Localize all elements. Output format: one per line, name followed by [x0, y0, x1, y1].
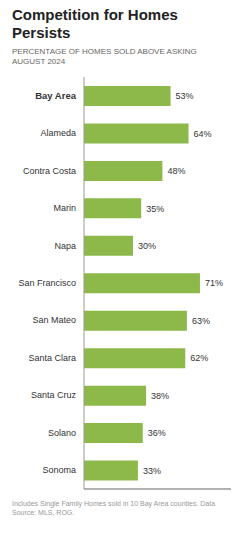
svg-text:36%: 36% [148, 428, 166, 438]
html-text:AUGUST 2024: AUGUST 2024 [12, 57, 66, 66]
svg-text:64%: 64% [194, 129, 212, 139]
svg-text:Contra Costa: Contra Costa [23, 166, 76, 176]
svg-text:Bay Area: Bay Area [35, 90, 77, 101]
svg-text:San Mateo: San Mateo [32, 315, 76, 325]
svg-text:33%: 33% [143, 466, 161, 476]
svg-text:San Francisco: San Francisco [18, 278, 76, 288]
svg-text:Napa: Napa [54, 241, 76, 251]
svg-text:Sonoma: Sonoma [42, 465, 76, 475]
svg-text:35%: 35% [146, 204, 164, 214]
svg-text:63%: 63% [192, 316, 210, 326]
svg-text:30%: 30% [138, 241, 156, 251]
svg-text:Solano: Solano [48, 428, 76, 438]
svg-text:71%: 71% [205, 278, 223, 288]
html-text:Includes Single Family Homes s: Includes Single Family Homes sold in 10 … [12, 500, 216, 516]
svg-text:Santa Clara: Santa Clara [28, 353, 76, 363]
svg-text:Santa Cruz: Santa Cruz [31, 390, 77, 400]
svg-text:53%: 53% [176, 91, 194, 101]
svg-text:Alameda: Alameda [40, 128, 76, 138]
svg-text:48%: 48% [167, 166, 185, 176]
svg-text:Marin: Marin [53, 203, 76, 213]
svg-text:38%: 38% [151, 391, 169, 401]
html-text:Competition for Homes Persists: Competition for Homes Persists [12, 6, 178, 41]
svg-text:62%: 62% [190, 353, 208, 363]
html-text:PERCENTAGE OF HOMES SOLD ABOVE: PERCENTAGE OF HOMES SOLD ABOVE ASKING [12, 47, 197, 56]
